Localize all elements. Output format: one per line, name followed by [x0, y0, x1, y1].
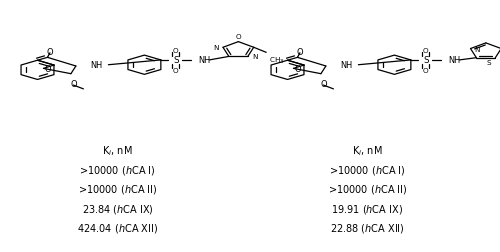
Text: O: O [46, 47, 54, 56]
Text: >10000 ($h$CA II): >10000 ($h$CA II) [78, 182, 158, 195]
Text: >10000 ($h$CA I): >10000 ($h$CA I) [329, 163, 406, 176]
Text: N: N [214, 45, 219, 51]
Text: K$_i$, nM: K$_i$, nM [102, 144, 133, 158]
Text: NH: NH [448, 56, 460, 65]
Text: CH$_3$: CH$_3$ [268, 56, 284, 66]
Text: 19.91 ($h$CA IX): 19.91 ($h$CA IX) [332, 202, 404, 215]
Text: 22.88 ($h$CA XII): 22.88 ($h$CA XII) [330, 221, 405, 234]
Text: O: O [296, 47, 304, 56]
Text: NH: NH [198, 56, 210, 65]
Text: NH: NH [340, 61, 352, 70]
Text: O: O [70, 79, 76, 88]
Text: O: O [423, 68, 428, 74]
Text: N: N [252, 54, 258, 60]
Text: S: S [486, 60, 492, 66]
Text: O: O [294, 65, 301, 74]
Text: S: S [173, 56, 178, 65]
Text: O: O [236, 34, 241, 39]
Text: O: O [173, 48, 178, 54]
Text: K$_i$, nM: K$_i$, nM [352, 144, 383, 158]
Text: NH: NH [90, 61, 102, 70]
Text: >10000 ($h$CA II): >10000 ($h$CA II) [328, 182, 407, 195]
Text: O: O [173, 68, 178, 74]
Text: O: O [320, 79, 326, 88]
Text: S: S [423, 56, 428, 65]
Text: N: N [474, 46, 480, 52]
Text: >10000 ($h$CA I): >10000 ($h$CA I) [79, 163, 156, 176]
Text: O: O [44, 65, 51, 74]
Text: O: O [423, 48, 428, 54]
Text: 424.04 ($h$CA XII): 424.04 ($h$CA XII) [77, 221, 158, 234]
Text: 23.84 ($h$CA IX): 23.84 ($h$CA IX) [82, 202, 154, 215]
